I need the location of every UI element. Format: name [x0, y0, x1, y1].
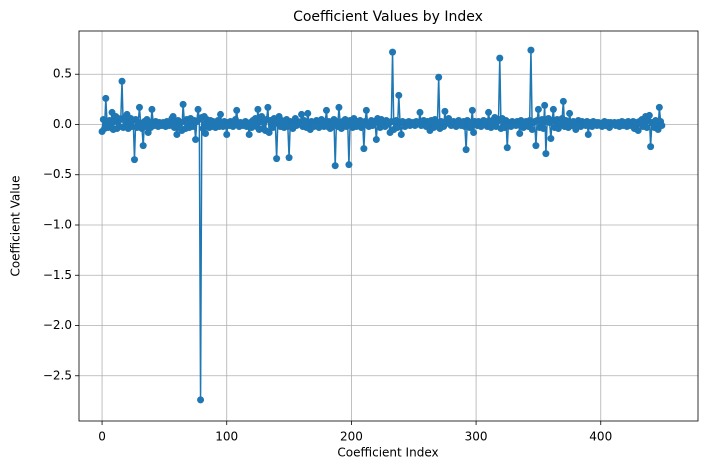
data-point	[539, 125, 547, 132]
data-point	[534, 105, 542, 113]
y-tick-label: 0.5	[53, 67, 72, 81]
y-tick-label: −1.0	[43, 217, 72, 231]
data-point	[496, 54, 504, 62]
data-point	[217, 110, 225, 118]
data-point	[532, 142, 540, 150]
data-point	[223, 131, 231, 139]
data-point	[372, 136, 380, 144]
data-point	[189, 122, 197, 130]
data-point	[584, 131, 592, 139]
x-axis-label: Coefficient Index	[337, 446, 438, 460]
data-point	[645, 111, 653, 119]
data-point	[395, 91, 403, 99]
data-point	[173, 131, 181, 139]
data-point	[549, 105, 557, 113]
data-point	[118, 77, 126, 85]
data-point	[503, 144, 511, 152]
y-axis-label: Coefficient Value	[9, 175, 23, 276]
data-point	[416, 108, 424, 116]
data-point	[304, 109, 312, 117]
data-point	[245, 131, 253, 139]
data-point	[273, 155, 281, 163]
data-point	[634, 127, 642, 135]
x-tick-label: 0	[98, 430, 106, 444]
data-point	[264, 103, 272, 111]
data-point	[528, 126, 536, 134]
data-point	[389, 48, 397, 56]
data-point	[169, 112, 177, 120]
data-point	[148, 105, 156, 113]
data-point	[192, 136, 200, 144]
data-point	[194, 105, 202, 113]
data-point	[485, 108, 493, 116]
data-point	[527, 46, 535, 54]
data-point	[285, 154, 293, 162]
y-tick-label: −2.5	[43, 368, 72, 382]
data-point	[179, 100, 187, 108]
y-tick-label: −1.5	[43, 268, 72, 282]
data-point	[643, 123, 651, 131]
data-point	[345, 161, 353, 169]
data-point	[435, 73, 443, 81]
y-tick-label: 0.0	[53, 117, 72, 131]
y-tick-label: −0.5	[43, 167, 72, 181]
data-point	[233, 106, 241, 114]
data-point	[362, 106, 370, 114]
data-point	[462, 146, 470, 154]
data-point	[541, 101, 549, 109]
data-point	[322, 106, 330, 114]
data-point	[470, 129, 478, 137]
data-point	[298, 110, 306, 118]
data-point	[566, 109, 574, 117]
data-point	[130, 156, 138, 164]
data-point	[202, 130, 210, 138]
data-point	[360, 145, 368, 153]
data-point	[135, 103, 143, 111]
x-tick-label: 400	[589, 430, 612, 444]
data-point	[335, 103, 343, 111]
data-point	[331, 162, 339, 170]
chart-title: Coefficient Values by Index	[293, 9, 483, 25]
data-point	[547, 135, 555, 143]
plot-frame	[78, 30, 699, 422]
data-point	[647, 143, 655, 151]
data-point	[655, 103, 663, 111]
data-point	[397, 131, 405, 139]
data-point	[441, 107, 449, 115]
x-tick-label: 100	[215, 430, 238, 444]
data-point	[254, 105, 262, 113]
x-tick-label: 200	[340, 430, 363, 444]
data-point	[516, 130, 524, 138]
data-point	[102, 94, 110, 102]
data-point	[658, 121, 666, 129]
data-point	[139, 142, 147, 150]
data-point	[265, 129, 273, 137]
data-point	[559, 97, 567, 105]
data-point	[501, 123, 509, 131]
x-tick-label: 300	[465, 430, 488, 444]
data-point	[197, 396, 205, 404]
data-point	[468, 106, 476, 114]
y-tick-label: −2.0	[43, 318, 72, 332]
data-point	[542, 150, 550, 158]
